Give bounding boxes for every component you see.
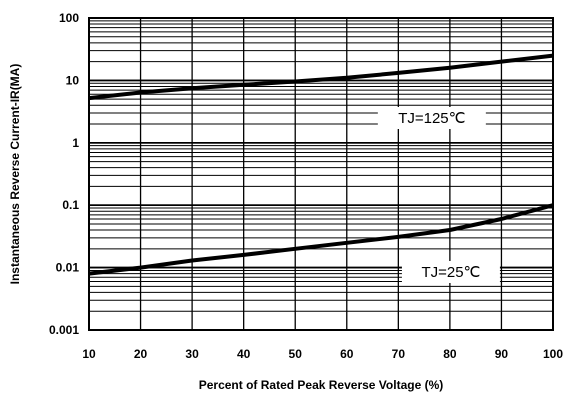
plot-frame [88,17,554,331]
y-tick-label: 0.01 [56,261,80,275]
x-tick-label: 50 [289,347,303,361]
chart-series-lines [88,53,554,276]
series-label-bg-2 [401,261,500,283]
x-tick-label: 20 [134,347,148,361]
x-tick-label: 60 [340,347,354,361]
series-line-1 [88,53,554,101]
series-label-bg-1 [377,107,486,129]
y-tick-label: 0.1 [62,198,79,212]
x-tick-label: 30 [185,347,199,361]
x-axis-ticks: 10 20 30 40 50 60 70 80 90 100 [82,347,563,361]
x-tick-label: 70 [392,347,406,361]
series-label-1: TJ=125℃ [398,110,465,127]
y-axis-title: Instantaneous Reverse Current-IR(MA) [8,64,22,285]
y-tick-label: 0.001 [49,323,79,337]
x-tick-label: 90 [495,347,509,361]
x-tick-label: 40 [237,347,251,361]
series-labels: TJ=125℃ TJ=25℃ [377,107,500,283]
y-tick-label: 100 [59,11,79,25]
x-tick-label: 80 [443,347,457,361]
y-tick-label: 1 [72,136,79,150]
y-axis-ticks: 0.001 0.01 0.1 1 10 100 [49,11,79,337]
x-tick-label: 100 [543,347,563,361]
series-label-2: TJ=25℃ [421,264,480,281]
x-tick-label: 10 [82,347,96,361]
x-axis-title: Percent of Rated Peak Reverse Voltage (%… [199,378,444,392]
series-line-2 [88,203,554,276]
y-tick-label: 10 [66,73,80,87]
